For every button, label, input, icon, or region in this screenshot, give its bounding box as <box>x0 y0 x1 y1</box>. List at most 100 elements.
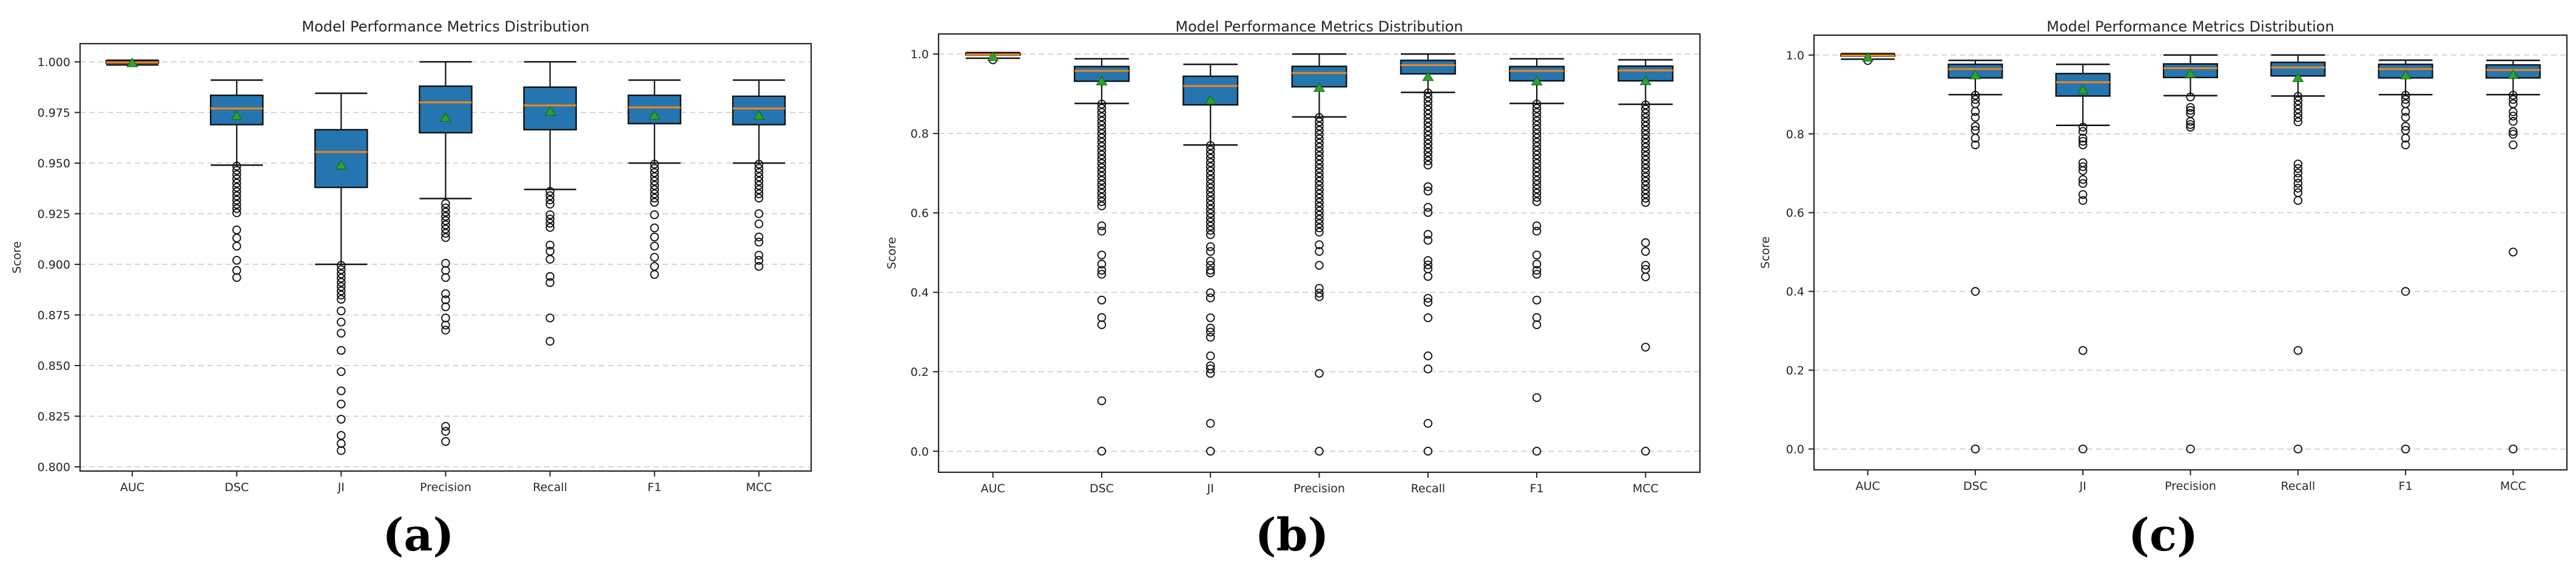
outlier-point <box>1205 364 1215 373</box>
box-group-JI <box>314 92 368 455</box>
mean-marker <box>544 106 556 116</box>
outlier-point <box>1971 140 1980 150</box>
outlier-point <box>754 262 764 271</box>
y-tick-label: 1.0 <box>1786 49 1804 62</box>
outlier-point <box>1532 142 1542 151</box>
outlier-point <box>1097 129 1107 138</box>
outlier-point <box>1641 168 1650 178</box>
outlier-point <box>545 214 555 224</box>
outlier-point <box>2078 136 2088 146</box>
outlier-point <box>2293 113 2303 122</box>
outlier-point <box>441 266 450 275</box>
outlier-point <box>441 207 450 217</box>
outlier-point <box>441 216 450 226</box>
outlier-point <box>1205 247 1215 256</box>
plot-border <box>79 42 812 472</box>
outlier-point <box>1532 125 1542 134</box>
outlier-point <box>1097 159 1107 168</box>
outlier-point <box>1097 221 1107 230</box>
outlier-point <box>2509 112 2518 121</box>
box-group-F1 <box>2378 59 2433 453</box>
outlier-point <box>1971 133 1980 143</box>
outlier-point <box>2293 100 2303 110</box>
box-rect <box>314 129 368 189</box>
outlier-point <box>1205 179 1215 189</box>
outlier-point <box>754 176 764 186</box>
outlier-point <box>1205 149 1215 159</box>
y-tick-label: 0.850 <box>38 360 70 373</box>
panel-c: 0.0 0.2 0.4 0.6 0.8 1.0 AUC DSC JI Precision Recal… <box>1723 0 2576 582</box>
y-axis: 0.0 0.2 0.4 0.6 0.8 1.0 <box>911 48 939 458</box>
outlier-point <box>1423 139 1433 149</box>
outlier-point <box>754 185 764 194</box>
y-tick-label: 0.950 <box>38 157 70 170</box>
outlier-point <box>2078 122 2088 132</box>
outlier-point <box>1097 176 1107 185</box>
outlier-point <box>754 164 764 173</box>
y-tick-label: 0.2 <box>1786 364 1804 378</box>
panel-label-c: (c) <box>2128 509 2199 561</box>
outlier-point <box>1097 125 1107 134</box>
box-group-AUC <box>965 51 1021 64</box>
outlier-point <box>1315 223 1324 233</box>
y-tick-label: 0.6 <box>1786 207 1804 220</box>
outlier-point <box>1205 313 1215 323</box>
outlier-point <box>1641 151 1650 161</box>
box-group-Precision <box>2162 54 2219 453</box>
y-axis-label: Score <box>885 237 899 269</box>
outlier-point <box>1205 209 1215 218</box>
outlier-point <box>650 210 659 219</box>
outlier-point <box>1532 129 1542 138</box>
outlier-point <box>545 199 555 209</box>
outlier-point <box>1423 351 1433 361</box>
outlier-point <box>2186 92 2195 102</box>
outlier-point <box>1423 419 1433 428</box>
outlier-point <box>2078 166 2088 175</box>
outlier-point <box>754 256 764 265</box>
outlier-point <box>545 336 555 346</box>
outlier-point <box>1641 159 1650 169</box>
outlier-point <box>1641 198 1650 207</box>
outlier-point <box>650 168 659 177</box>
outlier-point <box>1423 313 1433 323</box>
outlier-point <box>1423 208 1433 217</box>
outlier-point <box>441 427 450 436</box>
y-tick-label: 0.0 <box>911 445 929 458</box>
x-tick-label: JI <box>337 481 345 494</box>
outlier-point <box>1641 193 1650 203</box>
chart-title: Model Performance Metrics Distribution <box>302 18 589 35</box>
outlier-point <box>1097 266 1107 275</box>
outlier-point <box>1532 197 1542 206</box>
outlier-point <box>337 400 346 409</box>
outlier-point <box>1971 107 1980 116</box>
panel-label-a: (a) <box>382 509 454 561</box>
outlier-point <box>1097 142 1107 151</box>
outlier-point <box>1423 118 1433 127</box>
outlier-point <box>1315 189 1324 199</box>
outlier-point <box>232 273 241 282</box>
mean-marker <box>1639 75 1651 85</box>
outlier-point <box>1423 110 1433 119</box>
outlier-point <box>1097 163 1107 172</box>
box-group-AUC <box>105 57 160 67</box>
outlier-point <box>1205 226 1215 235</box>
outlier-point <box>1532 259 1542 269</box>
box-group-MCC <box>2485 59 2541 453</box>
y-tick-label: 0.6 <box>911 207 929 220</box>
outlier-point <box>1315 164 1324 173</box>
outlier-point <box>2401 122 2410 131</box>
outlier-point <box>1641 130 1650 139</box>
y-tick-label: 1.0 <box>911 48 929 61</box>
outlier-point <box>650 189 659 198</box>
outlier-point <box>1315 121 1324 131</box>
outlier-point <box>1423 230 1433 239</box>
panel-label-b: (b) <box>1255 509 1329 561</box>
outlier-point <box>337 278 346 287</box>
mean-marker <box>987 51 999 61</box>
outlier-point <box>1641 176 1650 186</box>
outlier-point <box>1641 100 1650 110</box>
outlier-point <box>1205 170 1215 180</box>
outlier-point <box>232 204 241 213</box>
panel-b: 0.0 0.2 0.4 0.6 0.8 1.0 AUC DSC JI Precision Recal… <box>861 0 1723 582</box>
outlier-point <box>1315 147 1324 156</box>
